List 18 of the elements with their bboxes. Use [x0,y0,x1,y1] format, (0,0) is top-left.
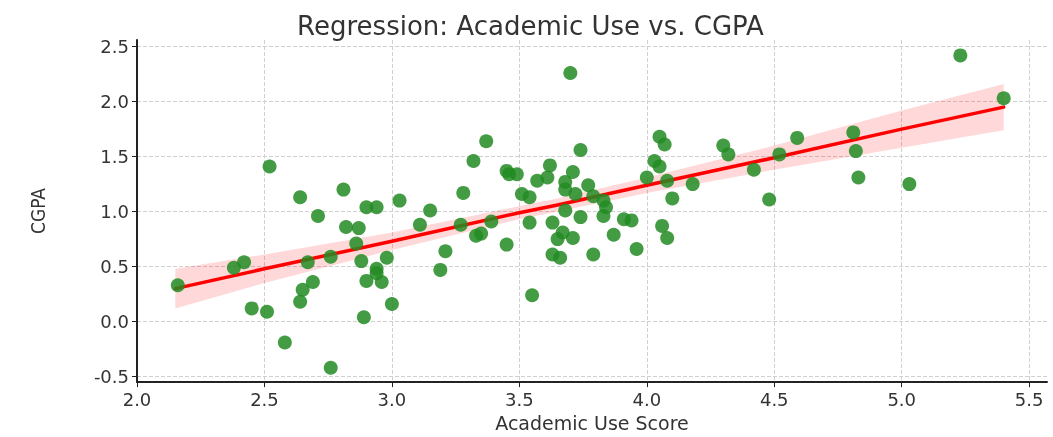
x-tick-label: 4.5 [759,388,789,410]
y-tick-label: 2.0 [100,91,129,113]
y-axis-title: CGPA [26,187,49,235]
y-tick-label: -0.5 [93,366,129,388]
chart-title: Regression: Academic Use vs. CGPA [297,11,765,41]
y-tick-label: 1.0 [100,201,129,223]
x-tick-label: 3.0 [377,388,407,410]
x-tick-label: 4.0 [632,388,662,410]
x-tick-label: 5.0 [887,388,917,410]
x-tick-label: 2.0 [122,388,152,410]
y-tick-label: 0.5 [100,256,129,278]
y-tick-label: 2.5 [100,36,129,58]
y-tick-label: 1.5 [100,146,129,168]
x-tick-label: 2.5 [250,388,279,410]
x-tick-label: 5.5 [1014,388,1044,410]
x-tick-label: 3.5 [505,388,534,410]
x-axis-title: Academic Use Score [495,411,689,434]
y-tick-label: 0.0 [100,311,129,333]
